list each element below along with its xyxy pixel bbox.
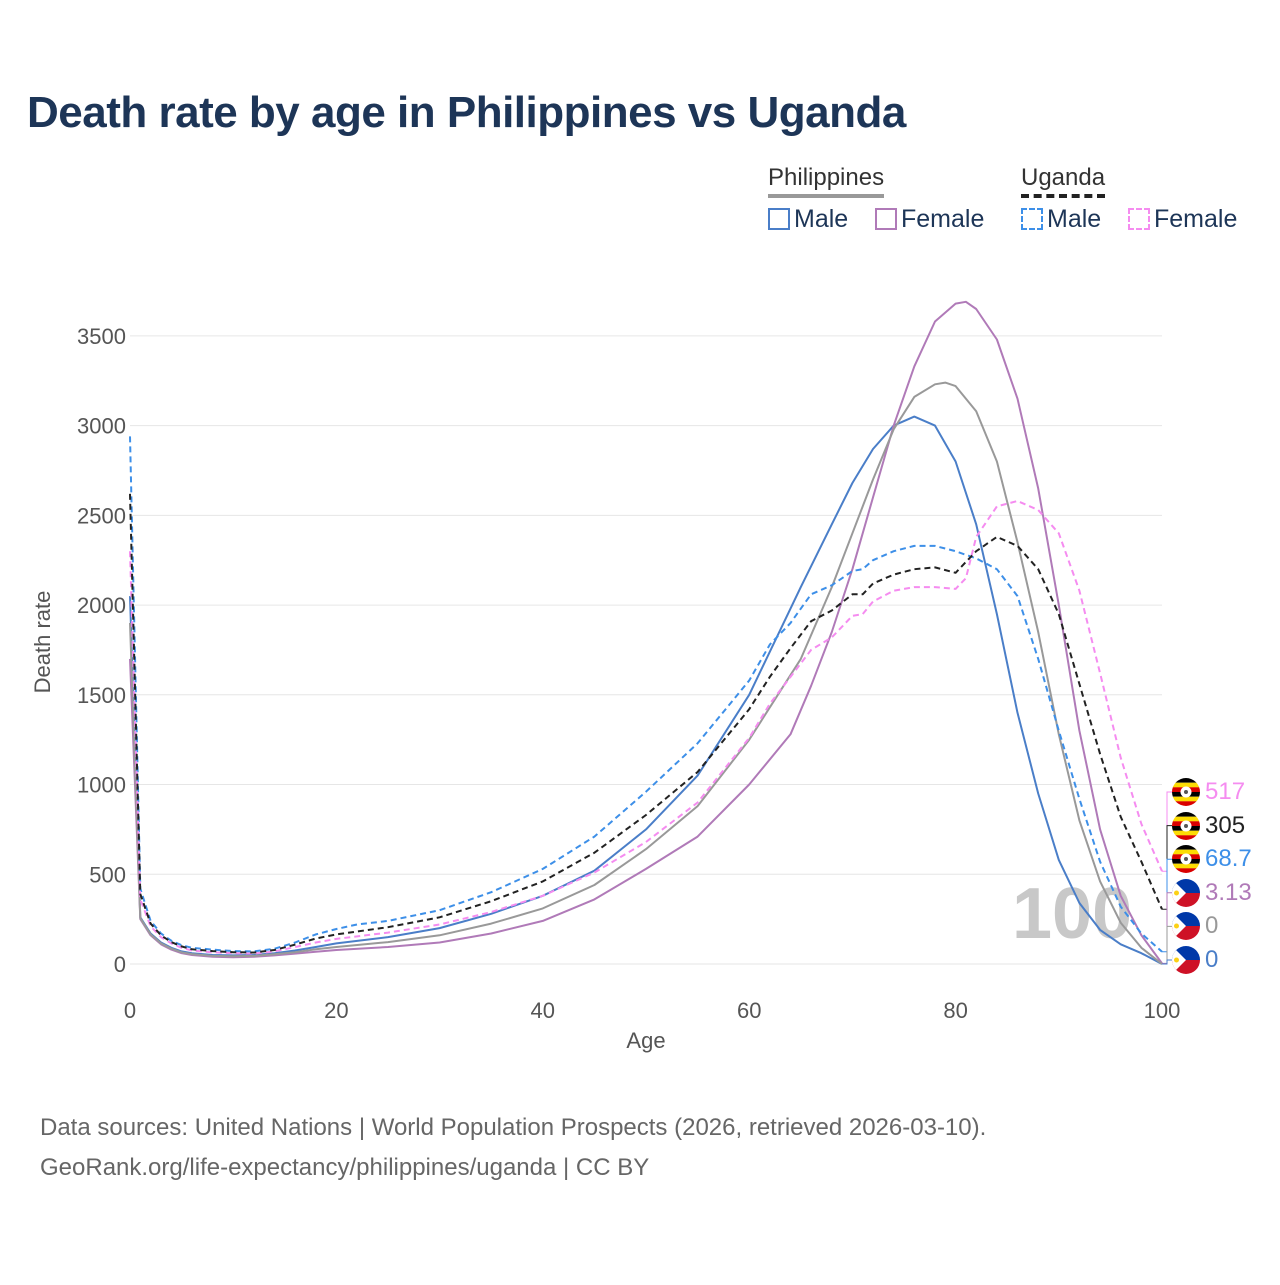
end-label-value: 517 [1205, 778, 1246, 805]
legend-label: Male [794, 205, 849, 233]
legend-item-uganda-female[interactable]: Female [1128, 205, 1237, 234]
end-label-value: 3.13 [1205, 878, 1252, 906]
series-line-uganda-total [129, 493, 1163, 954]
end-label-value: 0 [1205, 946, 1219, 973]
y-tick-label: 3000 [77, 414, 126, 439]
end-label-connector [1162, 925, 1172, 965]
series-line-philippines-total [129, 381, 1163, 965]
y-tick-label: 0 [114, 952, 126, 977]
legend-swatch-philippines-female [875, 208, 897, 230]
legend-head-uganda: Uganda [1021, 164, 1106, 198]
philippines-flag-icon [1172, 946, 1200, 974]
legend-item-philippines-female[interactable]: Female [875, 205, 984, 234]
footer-link: GeoRank.org/life-expectancy/philippines/… [40, 1154, 650, 1181]
series-line-philippines-female [129, 300, 1163, 964]
philippines-flag-icon [1172, 912, 1200, 941]
x-tick-label: 80 [943, 998, 967, 1023]
footer-sources: Data sources: United Nations | World Pop… [40, 1114, 987, 1141]
series-line-uganda-male [129, 436, 1163, 953]
legend-label: Male [1047, 205, 1102, 233]
legend-swatch-philippines-male [768, 208, 790, 230]
end-label-value: 305 [1205, 811, 1246, 839]
legend-item-uganda-male[interactable]: Male [1021, 205, 1101, 234]
y-axis-label: Death rate [30, 591, 55, 694]
legend-head-philippines: Philippines [768, 164, 885, 198]
legend-label: Female [901, 205, 985, 233]
legend-group-uganda: Uganda [1021, 164, 1106, 198]
x-tick-label: 60 [737, 998, 761, 1023]
x-axis-label: Age [626, 1028, 665, 1053]
x-tick-label: 100 [1144, 998, 1181, 1023]
uganda-flag-icon [1172, 778, 1200, 806]
uganda-flag-icon [1172, 845, 1200, 874]
footer: Data sources: United Nations | World Pop… [40, 1108, 986, 1188]
x-tick-label: 20 [324, 998, 348, 1023]
end-label-value: 0 [1205, 912, 1219, 940]
series-line-uganda-female [129, 500, 1163, 955]
legend-swatch-uganda-male [1021, 208, 1043, 230]
x-tick-label: 40 [531, 998, 555, 1023]
chart-title: Death rate by age in Philippines vs Ugan… [27, 88, 906, 137]
y-tick-label: 1500 [77, 683, 126, 708]
legend-group-philippines: Philippines [768, 164, 885, 198]
philippines-flag-icon [1172, 878, 1200, 907]
legend-swatch-uganda-female [1128, 208, 1150, 230]
x-tick-label: 0 [124, 998, 136, 1023]
y-tick-label: 3500 [77, 324, 126, 349]
end-label-value: 68.7 [1205, 845, 1252, 873]
y-tick-label: 2000 [77, 593, 126, 618]
end-label-connector [1162, 959, 1172, 965]
legend-item-philippines-male[interactable]: Male [768, 205, 848, 234]
y-tick-label: 500 [89, 862, 126, 887]
legend-label: Female [1154, 205, 1238, 233]
y-tick-label: 1000 [77, 773, 126, 798]
y-tick-label: 2500 [77, 503, 126, 528]
uganda-flag-icon [1172, 811, 1200, 840]
